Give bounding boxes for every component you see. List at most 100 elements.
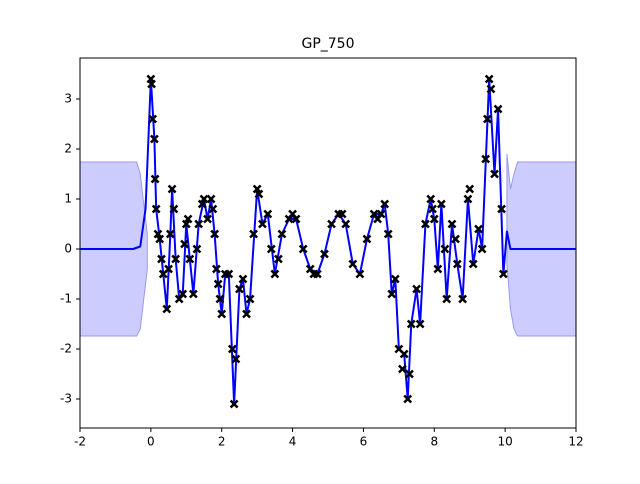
observation [312,269,322,279]
observation [428,204,437,214]
x-tick-label: 8 [430,435,438,449]
observation [227,344,237,354]
observation [433,264,443,274]
observation [458,294,468,304]
observation [180,239,189,249]
x-tick-label: 2 [218,435,226,449]
y-tick-label: -2 [60,342,72,356]
observation [468,259,478,269]
observation [383,229,393,239]
observation [199,194,209,204]
observation [474,224,483,234]
observation [398,364,407,374]
observation [213,279,223,289]
observation [162,304,172,314]
observation [337,209,347,219]
confidence-band [79,153,577,337]
observation [206,194,216,204]
observation [481,154,491,164]
observation [210,229,220,239]
observation [463,194,473,204]
observation [291,214,301,224]
x-tick-label: 10 [498,435,513,449]
observation [477,244,487,254]
observation [147,79,156,89]
observation [452,259,462,269]
observation [483,114,492,124]
observation [203,214,212,224]
observation [217,309,227,319]
observation [298,244,308,254]
observation [249,229,258,239]
x-tick-label: 12 [568,435,583,449]
x-tick-label: -2 [74,435,86,449]
observation [415,319,425,329]
y-tick-label: -3 [60,392,72,406]
observation [235,284,244,294]
observation [150,174,160,184]
observation [484,74,494,84]
observation [151,204,161,214]
observation [274,254,283,264]
observation [421,219,430,229]
observation [406,319,416,329]
observation [229,399,239,409]
observation [447,219,457,229]
observation [490,169,499,179]
x-tick-label: 4 [289,435,297,449]
observation [254,189,264,199]
plot-frame [79,57,577,429]
y-tick-label: 2 [64,142,72,156]
observation [185,254,195,264]
observation [465,184,475,194]
observation [270,269,280,279]
observation [355,269,365,279]
x-tick-label: 0 [147,435,155,449]
observation [403,394,413,404]
observation [258,219,267,229]
observation [429,214,439,224]
observation [486,84,496,94]
observation [155,234,165,244]
observation [497,204,506,214]
observation [451,234,460,244]
observation [412,284,421,294]
observation [157,254,166,264]
observation [212,264,221,274]
observation [231,354,241,364]
observation [341,219,351,229]
observation [171,254,181,264]
observation [327,219,336,229]
observation [498,269,508,279]
y-tick-label: 1 [64,192,72,206]
observation [263,209,273,219]
y-tick-label: -1 [60,292,72,306]
observation [390,274,400,284]
observation [169,204,179,214]
observation [405,369,414,379]
observation [215,294,225,304]
observation [167,184,177,194]
observation [192,244,202,254]
observation [183,214,193,224]
observation [436,199,446,209]
observation [238,274,248,284]
observation [148,114,158,124]
observation [362,234,372,244]
observation [164,264,173,274]
observation [208,204,218,214]
x-tick-label: 6 [360,435,368,449]
observation [178,289,188,299]
observation [348,259,358,269]
observation [194,219,204,229]
observation [165,229,175,239]
observation [440,244,450,254]
observation [242,309,251,319]
observation [277,229,287,239]
mean-line [80,78,576,405]
observation [224,269,234,279]
observation [266,244,276,254]
observation [150,134,159,144]
observation [399,349,409,359]
